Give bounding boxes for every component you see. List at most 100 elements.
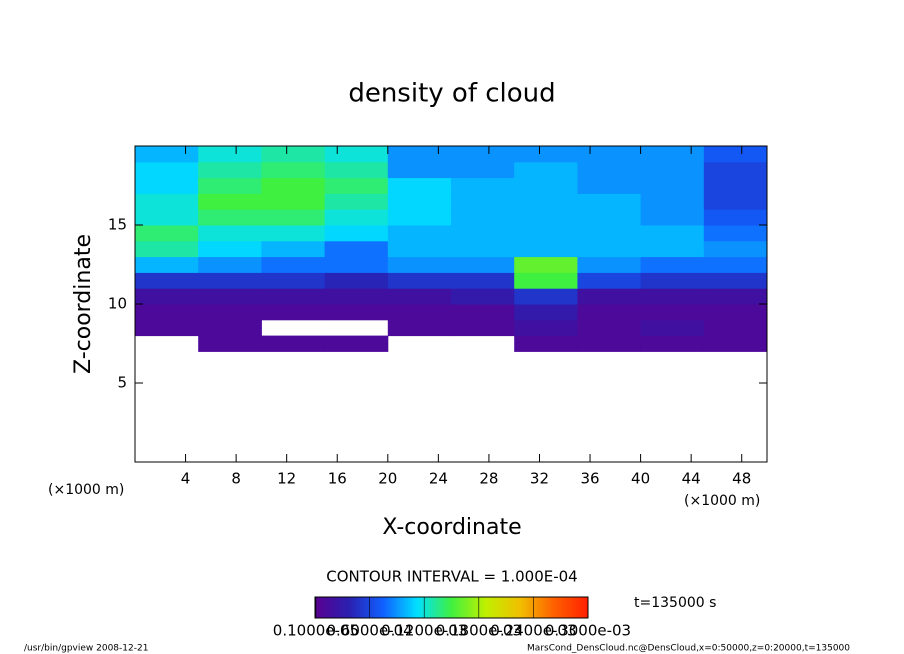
heat-cell [198,209,262,226]
heat-cell [451,209,515,226]
colorbar-tick-label: 0.2400e-03 [490,622,576,640]
heat-cell [703,209,768,226]
footer-left: /usr/bin/gpview 2008-12-21 [24,644,148,654]
heat-cell [640,319,705,337]
colorbar-tick-label: 0.1800e-03 [436,622,522,640]
heat-cell [198,304,262,321]
x-unit: (×1000 m) [684,493,760,509]
x-tick-label: 44 [682,470,701,488]
x-tick-label: 12 [277,470,296,488]
heat-cell [703,177,768,194]
heat-cell [387,272,452,289]
heat-cell [261,335,326,352]
heat-cell [135,177,199,194]
heat-cell [577,240,642,258]
heat-cell [703,256,768,273]
time-label: t=135000 s [634,595,716,611]
heat-cell [451,288,515,305]
x-tick-label: 16 [328,470,347,488]
heat-cell [387,225,452,242]
heat-cell [577,319,642,337]
heat-cell [451,193,515,210]
heat-cell [640,225,705,242]
heat-cell [514,335,578,352]
heat-cell [387,209,452,226]
heat-cell [261,146,326,163]
heat-cell [703,272,768,289]
heat-cell [514,146,578,163]
heat-cell [640,304,705,321]
heat-cell [135,256,199,273]
heat-cell [514,256,578,273]
heat-cell [261,272,326,289]
heat-cell [451,256,515,273]
heat-cell [387,193,452,210]
heat-cell [387,288,452,305]
heat-cell [324,146,389,163]
heat-cell [577,272,642,289]
heat-cell [198,272,262,289]
heat-cell [198,335,262,352]
x-tick-label: 4 [181,470,191,488]
heat-cell [577,177,642,194]
heat-cell [703,335,768,352]
heat-cell [514,240,578,258]
heat-cell [451,319,515,337]
y-tick-label: 10 [108,295,127,313]
heat-cell [640,209,705,226]
heat-cell [198,146,262,163]
heat-cell [703,225,768,242]
heat-cell [324,193,389,210]
x-tick-label: 8 [231,470,241,488]
heat-cell [514,319,578,337]
heat-cell [703,146,768,163]
colorbar-tick-label: 0.1000e-05 [273,622,359,640]
colorbar-tick-label: 0.1200e-03 [381,622,467,640]
colorbar-tick-label: 0.3000e-03 [545,622,631,640]
x-tick-label: 40 [631,470,650,488]
heat-cell [640,288,705,305]
heat-cell [198,319,262,337]
heat-cell [577,225,642,242]
heat-cell [135,209,199,226]
heat-cell [640,193,705,210]
heat-cell [324,288,389,305]
heat-cell [451,146,515,163]
heat-cell [198,193,262,210]
heat-cell [577,193,642,210]
heat-cell [514,193,578,210]
heat-cell [324,304,389,321]
x-tick-label: 36 [580,470,599,488]
heat-cell [261,225,326,242]
heat-cell [198,177,262,194]
heat-cell [261,288,326,305]
heat-cell [577,161,642,179]
heat-cell [135,288,199,305]
heat-cell [703,319,768,337]
heat-cell [135,272,199,289]
heat-cell [261,177,326,194]
heat-cell [387,146,452,163]
heat-cell [135,304,199,321]
heat-cell [703,193,768,210]
heat-cell [135,193,199,210]
heat-cell [261,256,326,273]
heat-cell [261,161,326,179]
heat-cell [324,161,389,179]
x-tick-label: 28 [479,470,498,488]
heat-cell [324,272,389,289]
heat-cell [387,256,452,273]
heat-cell [514,288,578,305]
heat-cell [261,304,326,321]
heat-cell [640,240,705,258]
heat-cell [640,335,705,352]
heat-cell [324,240,389,258]
x-tick-label: 48 [732,470,751,488]
heat-cell [703,304,768,321]
heat-cell [577,146,642,163]
heat-cell [703,288,768,305]
x-tick-label: 32 [530,470,549,488]
heat-cell [514,272,578,289]
heat-cell [451,240,515,258]
x-tick-label: 24 [429,470,448,488]
